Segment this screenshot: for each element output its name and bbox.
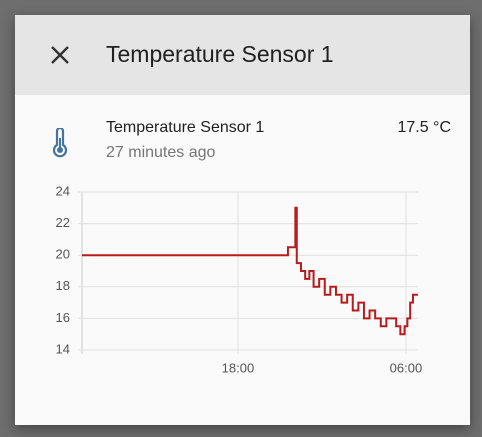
entity-state: 17.5 °C	[397, 119, 451, 136]
dialog: Temperature Sensor 1 Temperature Sensor …	[15, 15, 470, 425]
y-tick-label: 16	[56, 310, 70, 325]
y-tick-label: 14	[56, 341, 70, 356]
x-tick-label: 06:00	[390, 360, 423, 375]
dialog-title: Temperature Sensor 1	[106, 41, 334, 67]
thermometer-icon	[52, 128, 68, 158]
y-tick-label: 22	[56, 215, 70, 230]
y-tick-label: 20	[56, 247, 70, 262]
dialog-header: Temperature Sensor 1	[15, 15, 470, 95]
y-tick-label: 24	[56, 183, 70, 198]
entity-name: Temperature Sensor 1	[106, 119, 265, 136]
x-tick-label: 18:00	[222, 360, 255, 375]
data-line	[82, 206, 418, 336]
y-tick-label: 18	[56, 278, 70, 293]
close-button[interactable]	[49, 44, 71, 66]
last-changed: 27 minutes ago	[106, 144, 216, 161]
